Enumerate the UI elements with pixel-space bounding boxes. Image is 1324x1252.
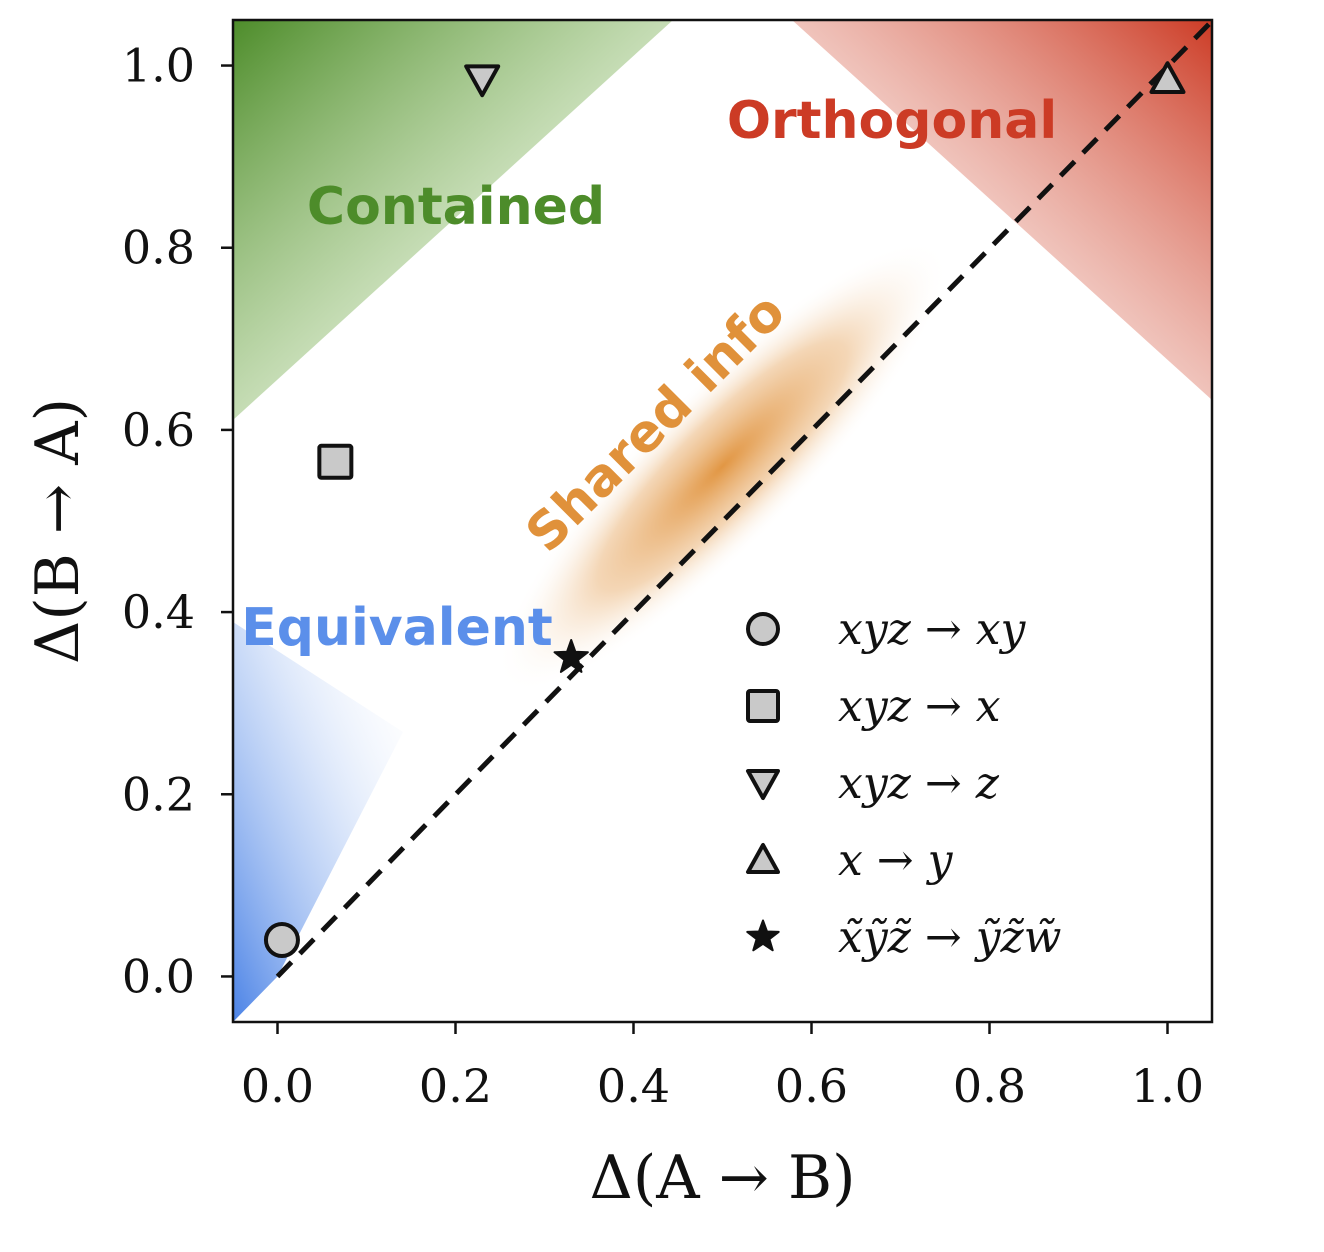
x-tick-label: 0.4 (597, 1059, 670, 1113)
y-tick-label: 0.0 (122, 949, 195, 1003)
data-point-triangle-up (1149, 61, 1186, 95)
x-tick-label: 1.0 (1131, 1059, 1204, 1113)
y-tick-label: 1.0 (122, 39, 195, 93)
shared-info-region-shade (496, 240, 949, 693)
x-tick-label: 0.0 (241, 1059, 314, 1113)
legend-label: x → y (838, 835, 954, 886)
legend-marker-triangle-up (746, 843, 780, 874)
equivalent-region-shade (233, 622, 403, 1022)
legend-label: xyz → xy (838, 604, 1027, 655)
data-point-square (317, 443, 354, 480)
legend-marker-circle (746, 612, 780, 646)
y-axis-ticks: 0.0 0.2 0.4 0.6 0.8 1.0 (122, 39, 233, 1003)
data-point-circle (263, 922, 300, 959)
legend-label: x̃ỹz̃ → ỹz̃w̃ (838, 912, 1061, 963)
data-point-triangle-down (464, 64, 501, 98)
equivalent-label: Equivalent (241, 598, 553, 658)
y-tick-label: 0.4 (122, 585, 195, 639)
contained-region-shade (233, 20, 673, 420)
legend-label: xyz → z (838, 758, 1000, 809)
x-tick-label: 0.2 (419, 1059, 492, 1113)
contained-label: Contained (307, 177, 605, 237)
data-points (263, 61, 1186, 959)
orthogonal-region-shade (792, 20, 1212, 400)
y-axis-label: Δ(B → A) (23, 398, 93, 664)
legend: xyz → xy xyz → x xyz → z x → y x̃ỹz̃ → ỹz̃w̃ (746, 604, 1061, 963)
x-tick-label: 0.6 (775, 1059, 848, 1113)
y-tick-label: 0.8 (122, 221, 195, 275)
plot-frame (231, 18, 1214, 1024)
legend-marker-triangle-down (746, 769, 780, 800)
orthogonal-label: Orthogonal (727, 91, 1057, 151)
x-tick-label: 0.8 (953, 1059, 1026, 1113)
legend-marker-star (746, 919, 780, 952)
legend-marker-square (746, 689, 780, 723)
x-axis-label: Δ(A → B) (590, 1143, 856, 1213)
region-shading (233, 20, 1212, 1022)
legend-label: xyz → x (838, 681, 1001, 732)
x-axis-ticks: 0.0 0.2 0.4 0.6 0.8 1.0 (241, 1022, 1204, 1113)
data-point-star (553, 639, 589, 673)
y-tick-label: 0.2 (122, 767, 195, 821)
y-tick-label: 0.6 (122, 403, 195, 457)
